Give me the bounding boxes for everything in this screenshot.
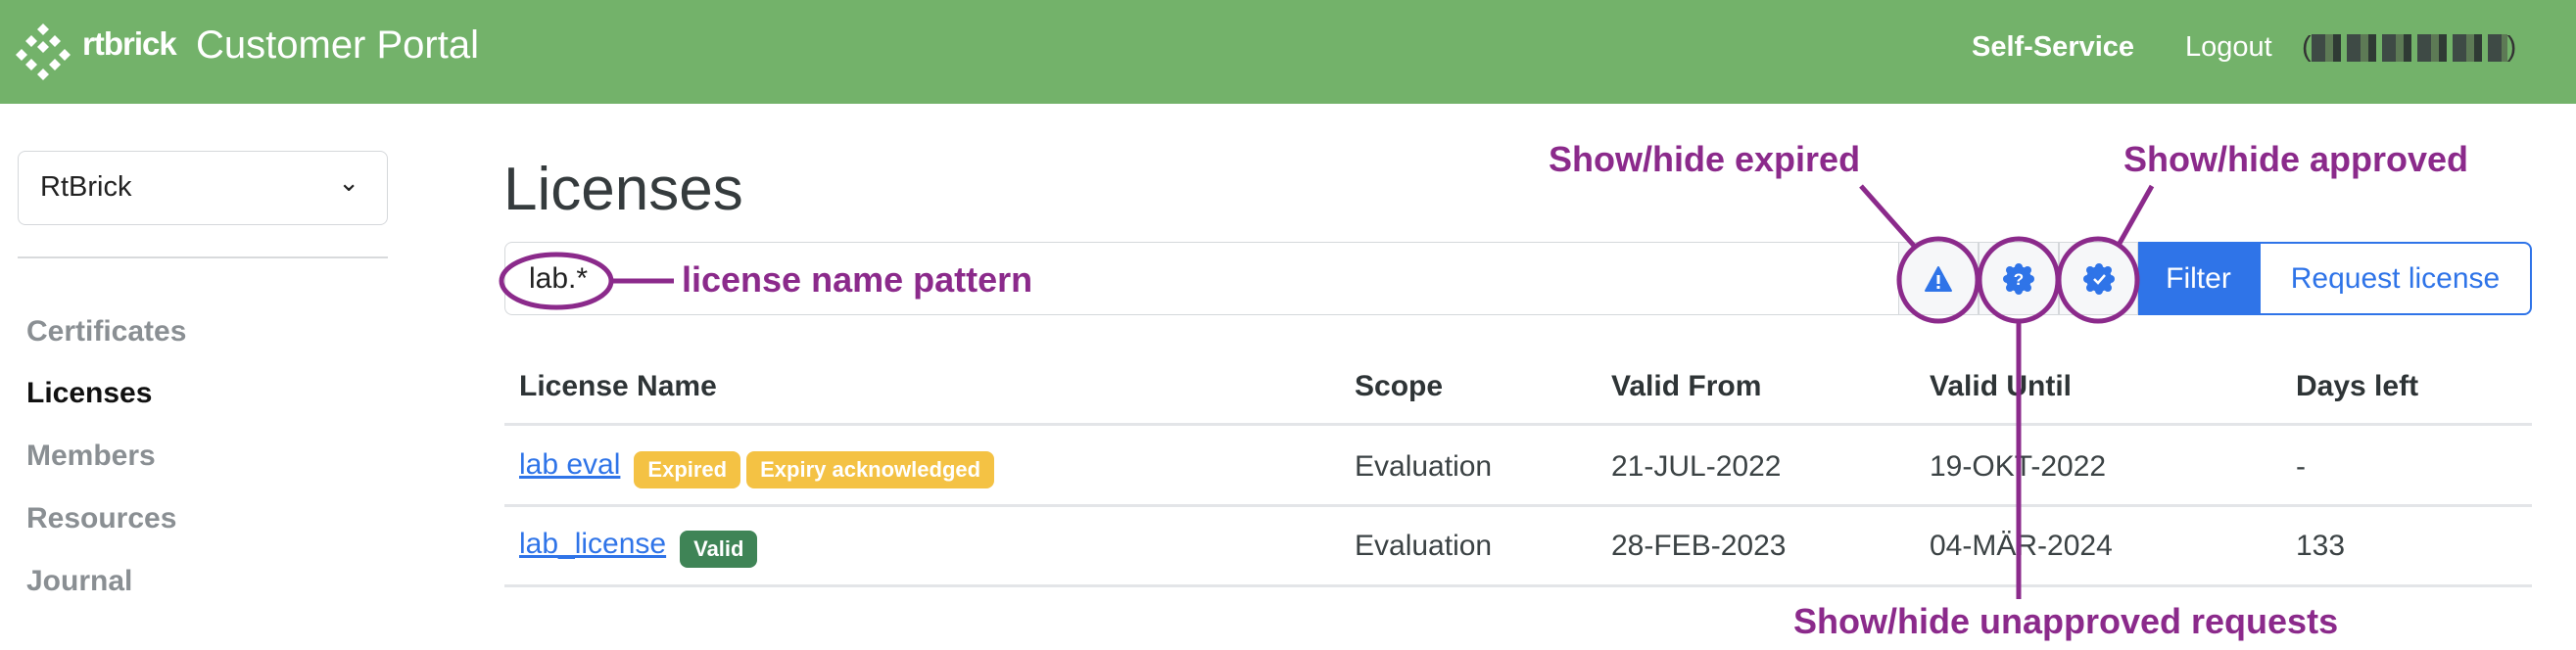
- expired-highlight-circle: [1896, 236, 1980, 324]
- top-navbar: rtbrick Customer Portal Self-Service Log…: [0, 0, 2576, 104]
- question-badge-icon: ?: [2003, 262, 2034, 295]
- table-row: lab eval Expired Expiry acknowledged: [519, 448, 995, 488]
- row-divider: [504, 504, 2532, 507]
- organization-select[interactable]: RtBrick ⌄: [18, 151, 388, 225]
- approved-highlight-circle: [2056, 236, 2140, 324]
- days-left-cell: -: [2296, 450, 2306, 483]
- valid-from-cell: 21-JUL-2022: [1611, 450, 1782, 483]
- sidebar-item-certificates[interactable]: Certificates: [26, 315, 187, 348]
- sidebar-item-licenses[interactable]: Licenses: [26, 377, 153, 409]
- expired-annotation: Show/hide expired: [1549, 139, 1861, 179]
- scope-cell: Evaluation: [1355, 530, 1493, 562]
- chevron-down-icon: ⌄: [338, 167, 359, 197]
- portal-title[interactable]: Customer Portal: [196, 23, 479, 67]
- svg-text:?: ?: [2014, 270, 2024, 289]
- filter-input-value: lab.*: [529, 262, 589, 295]
- user-close-paren: ): [2506, 31, 2517, 63]
- sidebar-item-resources[interactable]: Resources: [26, 502, 177, 534]
- expired-callout-line: [1859, 184, 1917, 249]
- unapproved-annotation: Show/hide unapproved requests: [1793, 601, 2339, 641]
- brand-name: rtbrick: [82, 25, 177, 62]
- warning-triangle-icon: [1925, 265, 1952, 292]
- redacted-user-name: [2311, 34, 2507, 63]
- pattern-highlight-ellipse: [499, 252, 614, 310]
- column-header-license-name[interactable]: License Name: [519, 370, 717, 402]
- table-row: lab_license Valid: [519, 528, 758, 568]
- license-link[interactable]: lab_license: [519, 528, 667, 560]
- scope-cell: Evaluation: [1355, 450, 1493, 483]
- toggle-approved-button[interactable]: [2059, 242, 2138, 315]
- organization-value: RtBrick: [40, 171, 132, 203]
- page-title: Licenses: [503, 156, 743, 223]
- valid-from-cell: 28-FEB-2023: [1611, 530, 1787, 562]
- logout-link[interactable]: Logout: [2185, 31, 2272, 63]
- rtbrick-logo-icon: [16, 23, 71, 80]
- unapproved-highlight-circle: [1977, 236, 2061, 324]
- toggle-unapproved-button[interactable]: ?: [1979, 242, 2059, 315]
- user-open-paren: (: [2302, 31, 2312, 63]
- license-name-filter-input[interactable]: lab.*: [504, 242, 1898, 315]
- check-badge-icon: [2082, 262, 2115, 295]
- table-header-divider: [504, 423, 2532, 426]
- user-name: (): [2302, 31, 2516, 64]
- request-license-button[interactable]: Request license: [2259, 242, 2532, 315]
- sidebar-divider: [18, 256, 388, 258]
- self-service-link[interactable]: Self-Service: [1972, 31, 2135, 63]
- approved-callout-line: [2115, 184, 2155, 249]
- license-link[interactable]: lab eval: [519, 448, 621, 481]
- status-badge: Expired: [634, 450, 741, 488]
- sidebar-item-members[interactable]: Members: [26, 440, 156, 472]
- toggle-expired-button[interactable]: [1898, 242, 1979, 315]
- approved-annotation: Show/hide approved: [2123, 139, 2469, 179]
- filter-button[interactable]: Filter: [2138, 242, 2259, 315]
- column-header-scope[interactable]: Scope: [1355, 370, 1444, 402]
- row-divider: [504, 584, 2532, 587]
- days-left-cell: 133: [2296, 530, 2346, 562]
- column-header-valid-from[interactable]: Valid From: [1611, 370, 1762, 402]
- status-badge: Expiry acknowledged: [746, 450, 995, 488]
- sidebar-item-journal[interactable]: Journal: [26, 565, 133, 597]
- column-header-valid-until[interactable]: Valid Until: [1930, 370, 2073, 402]
- status-badge: Valid: [680, 530, 758, 568]
- column-header-days-left[interactable]: Days left: [2296, 370, 2419, 402]
- pattern-annotation: license name pattern: [682, 259, 1033, 300]
